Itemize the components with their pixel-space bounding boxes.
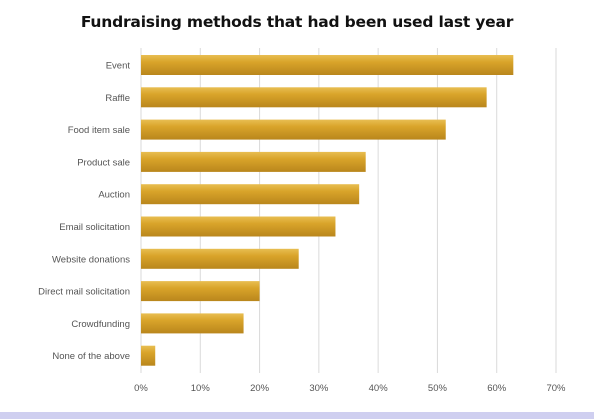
x-tick-label: 30% (309, 383, 329, 394)
category-label: Direct mail solicitation (38, 287, 130, 298)
category-label: Crowdfunding (71, 319, 130, 330)
x-tick-label: 0% (134, 383, 148, 394)
bar (141, 87, 487, 108)
bar (141, 119, 446, 140)
bar (141, 55, 514, 75)
x-tick-label: 60% (487, 383, 507, 394)
x-tick-label: 70% (546, 383, 566, 394)
gridlines (140, 48, 557, 373)
bar (141, 281, 260, 302)
bar (141, 345, 156, 366)
category-label: None of the above (52, 351, 130, 362)
bottom-strip (0, 412, 594, 419)
category-label: Raffle (105, 93, 130, 104)
category-label: Food item sale (68, 125, 130, 136)
category-label: Event (106, 61, 131, 72)
bar (141, 248, 299, 269)
category-labels: Event Raffle Food item sale Product sale Auc… (38, 61, 130, 363)
bar (141, 216, 336, 237)
category-label: Product sale (77, 157, 130, 168)
bar (141, 151, 366, 172)
x-tick-label: 10% (191, 383, 211, 394)
x-tick-label: 40% (369, 383, 389, 394)
category-label: Email solicitation (59, 222, 130, 233)
bars (141, 55, 514, 366)
x-axis-tick-labels: 0% 10% 20% 30% 40% 50% 60% 70% (134, 383, 566, 394)
x-tick-label: 20% (250, 383, 270, 394)
category-label: Auction (98, 190, 130, 201)
chart-title: Fundraising methods that had been used l… (80, 13, 514, 31)
category-label: Website donations (52, 254, 130, 265)
bar (141, 184, 360, 205)
bar (141, 313, 244, 334)
x-tick-label: 50% (428, 383, 448, 394)
